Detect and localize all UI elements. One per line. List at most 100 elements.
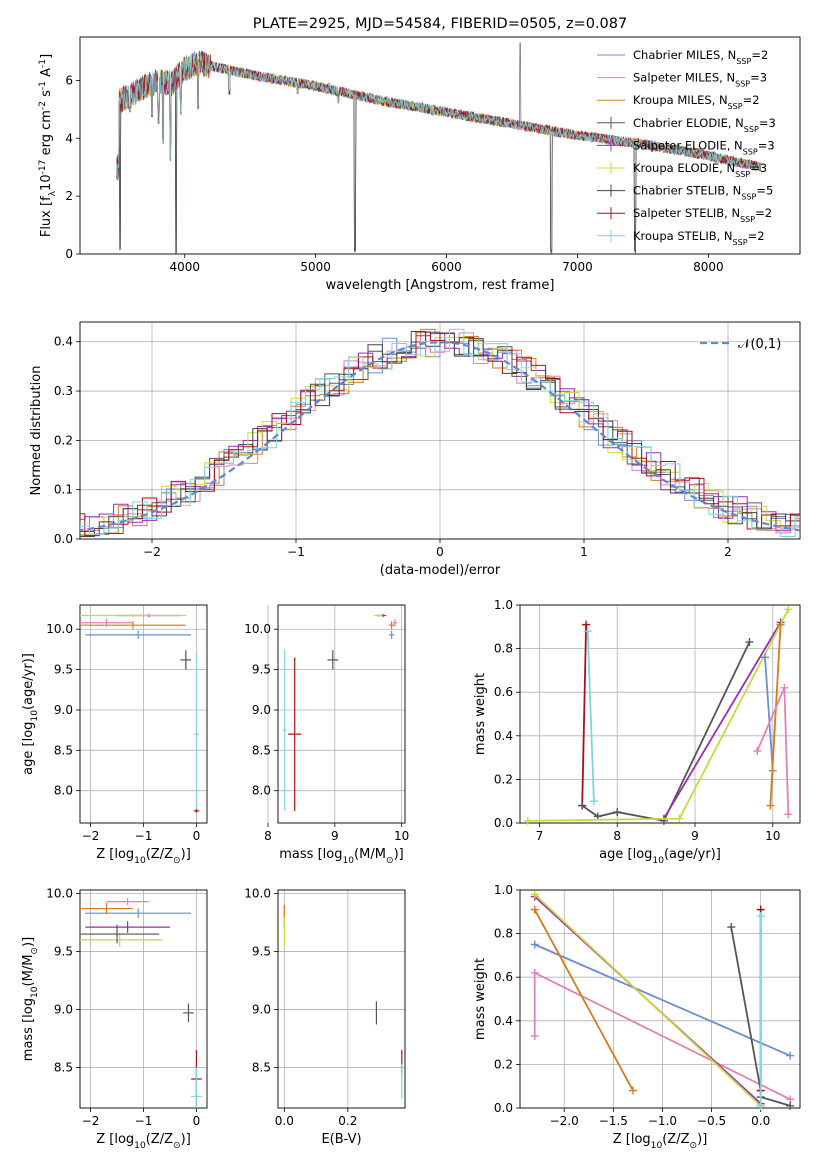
- mass_vs_EBV-ytick-label: 9.5: [252, 944, 271, 958]
- label-fragment: age [log: [21, 722, 36, 775]
- label-fragment: E(B-V): [321, 1132, 361, 1147]
- weight_vs_Z-xtick-label: 0.0: [751, 1114, 770, 1128]
- weight_vs_Z-xtick-label: −1.0: [648, 1114, 677, 1128]
- legend-label: Chabrier ELODIE, NSSP=3: [633, 116, 776, 134]
- spectrum-ytick-label: 6: [65, 73, 73, 87]
- label-fragment: Normed distribution: [29, 366, 44, 496]
- mass_vs_Z-xlabel: Z [log10(Z/Z⊙)]: [96, 1132, 191, 1151]
- weight_vs_age-series-5: [764, 657, 774, 771]
- mass_vs_Z-ytick-label: 9.0: [54, 1002, 73, 1016]
- spectrum-xlabel: wavelength [Angstrom, rest frame]: [326, 278, 555, 293]
- label-fragment: (age/yr)]: [664, 847, 721, 862]
- legend-label: Chabrier MILES, NSSP=2: [633, 48, 768, 66]
- mass_vs_Z-ytick-label: 9.5: [54, 944, 73, 958]
- label-fragment: 10: [30, 710, 40, 722]
- mass_vs_Z-xtick-label: 0: [193, 1114, 201, 1128]
- label-fragment: (Z/Z: [146, 847, 173, 862]
- weight_vs_age-series-3: [663, 621, 782, 820]
- label-fragment: -17: [38, 159, 48, 174]
- label-fragment: erg cm: [39, 110, 54, 159]
- weight_vs_age-series: [523, 605, 793, 825]
- mass_vs_EBV-points: [283, 905, 403, 1099]
- label-fragment: ⊙: [173, 1141, 181, 1151]
- label-fragment: Flux [f: [39, 196, 54, 237]
- label-fragment: wavelength [Angstrom, rest frame]: [326, 278, 555, 293]
- axes-frame: [79, 604, 208, 824]
- weight_vs_Z-axes: −2.0 −1.5 −1.0 −0.5 0.0 0.0 0.2 0.4 0.6 0.8 1.0: [494, 883, 801, 1128]
- label-fragment: ⊙: [386, 856, 394, 866]
- label-fragment: =3: [759, 116, 776, 130]
- mass_vs_Z-ytick-label: 10.0: [46, 886, 73, 900]
- spectrum-title: PLATE=2925, MJD=54584, FIBERID=0505, z=0…: [253, 16, 627, 32]
- axes-frame: [277, 604, 406, 824]
- label-fragment: 10: [134, 856, 146, 866]
- label-fragment: 𝒩(0,1): [738, 337, 781, 352]
- label-fragment: (data-model)/error: [380, 563, 501, 578]
- label-fragment: SSP: [733, 237, 748, 246]
- age_vs_mass-ytick-label: 8.0: [252, 784, 271, 798]
- mass_vs_EBV-ytick-label: 9.0: [252, 1002, 271, 1016]
- mass_vs_EBV-xtick-label: 0.0: [275, 1114, 294, 1128]
- label-fragment: ]: [39, 54, 54, 59]
- label-fragment: Salpeter STELIB, N: [633, 206, 740, 220]
- weight_vs_age-marker: [766, 801, 775, 810]
- weight_vs_age-xtick-label: 7: [536, 829, 544, 843]
- age_vs_Z-ytick-label: 8.5: [54, 743, 73, 757]
- age_vs_mass-xtick-label: 8: [264, 829, 272, 843]
- label-fragment: 10: [651, 1141, 663, 1151]
- weight_vs_Z-marker: [530, 905, 539, 914]
- label-fragment: =3: [758, 138, 775, 152]
- spectrum-series-8: [116, 52, 761, 180]
- age_vs_Z-xtick-label: 0: [193, 829, 201, 843]
- label-fragment: =3: [750, 71, 767, 85]
- axes-frame: [79, 36, 801, 255]
- residuals-hist-6: [80, 331, 800, 537]
- weight_vs_Z-ytick-label: 0.6: [494, 970, 513, 984]
- weight_vs_Z-ytick-label: 0.8: [494, 927, 513, 941]
- mass_vs_Z-xtick-label: −1: [135, 1114, 153, 1128]
- weight_vs_Z-ytick-label: 0.2: [494, 1057, 513, 1071]
- mass_vs_Z-xtick-label: −2: [82, 1114, 100, 1128]
- axes-frame: [519, 604, 801, 824]
- mass_vs_EBV-xlabel: E(B-V): [321, 1132, 361, 1147]
- residuals-xtick-label: 1: [580, 545, 588, 559]
- weight_vs_Z-ytick-label: 0.4: [494, 1014, 513, 1028]
- axes-frame: [79, 889, 208, 1109]
- residuals-axes: −2 −1 0 1 2 0.0 0.1 0.2 0.3 0.4: [54, 321, 801, 559]
- label-fragment: ⊙: [690, 1141, 698, 1151]
- label-fragment: SSP: [735, 79, 750, 88]
- label-fragment: )]: [21, 937, 36, 947]
- weight_vs_Z-marker: [756, 1101, 765, 1110]
- residuals-hist-7: [80, 331, 800, 537]
- age_vs_mass-ytick-label: 10.0: [244, 622, 271, 636]
- mass_vs_Z-points: [80, 898, 202, 1108]
- age_vs_Z-ylabel: age [log10(age/yr)]: [21, 653, 40, 775]
- mass_vs_EBV-axes: 0.0 0.2 8.5 9.0 9.5 10.0: [244, 886, 406, 1128]
- weight_vs_Z-marker: [786, 1101, 795, 1110]
- label-fragment: SSP: [744, 124, 759, 133]
- weight_vs_age-series-6: [769, 624, 782, 806]
- label-fragment: (age/yr)]: [21, 653, 36, 710]
- label-fragment: =3: [750, 161, 767, 175]
- label-fragment: =2: [748, 229, 765, 243]
- label-fragment: Kroupa ELODIE, N: [633, 161, 735, 175]
- weight_vs_Z-marker: [530, 940, 539, 949]
- mass_vs_EBV-xtick-label: 0.2: [338, 1114, 357, 1128]
- weight_vs_age-marker: [589, 797, 598, 806]
- residuals-xlabel: (data-model)/error: [380, 563, 501, 578]
- weight_vs_age-series-1: [586, 631, 595, 802]
- residuals-xtick-label: −2: [143, 545, 161, 559]
- mass_vs_EBV-ytick-label: 8.5: [252, 1060, 271, 1074]
- weight_vs_age-marker: [578, 801, 587, 810]
- label-fragment: 10: [342, 856, 354, 866]
- weight_vs_age-ytick-label: 1.0: [494, 598, 513, 612]
- weight_vs_Z-marker: [530, 1032, 539, 1041]
- label-fragment: 10: [652, 856, 664, 866]
- weight_vs_Z-series-2: [533, 909, 634, 1092]
- spectrum-ytick-label: 4: [65, 131, 73, 145]
- weight_vs_Z-ylabel: mass weight: [473, 958, 488, 1040]
- weight_vs_Z-xtick-label: −1.5: [599, 1114, 628, 1128]
- weight_vs_Z-marker: [727, 923, 736, 932]
- label-fragment: Chabrier ELODIE, N: [633, 116, 744, 130]
